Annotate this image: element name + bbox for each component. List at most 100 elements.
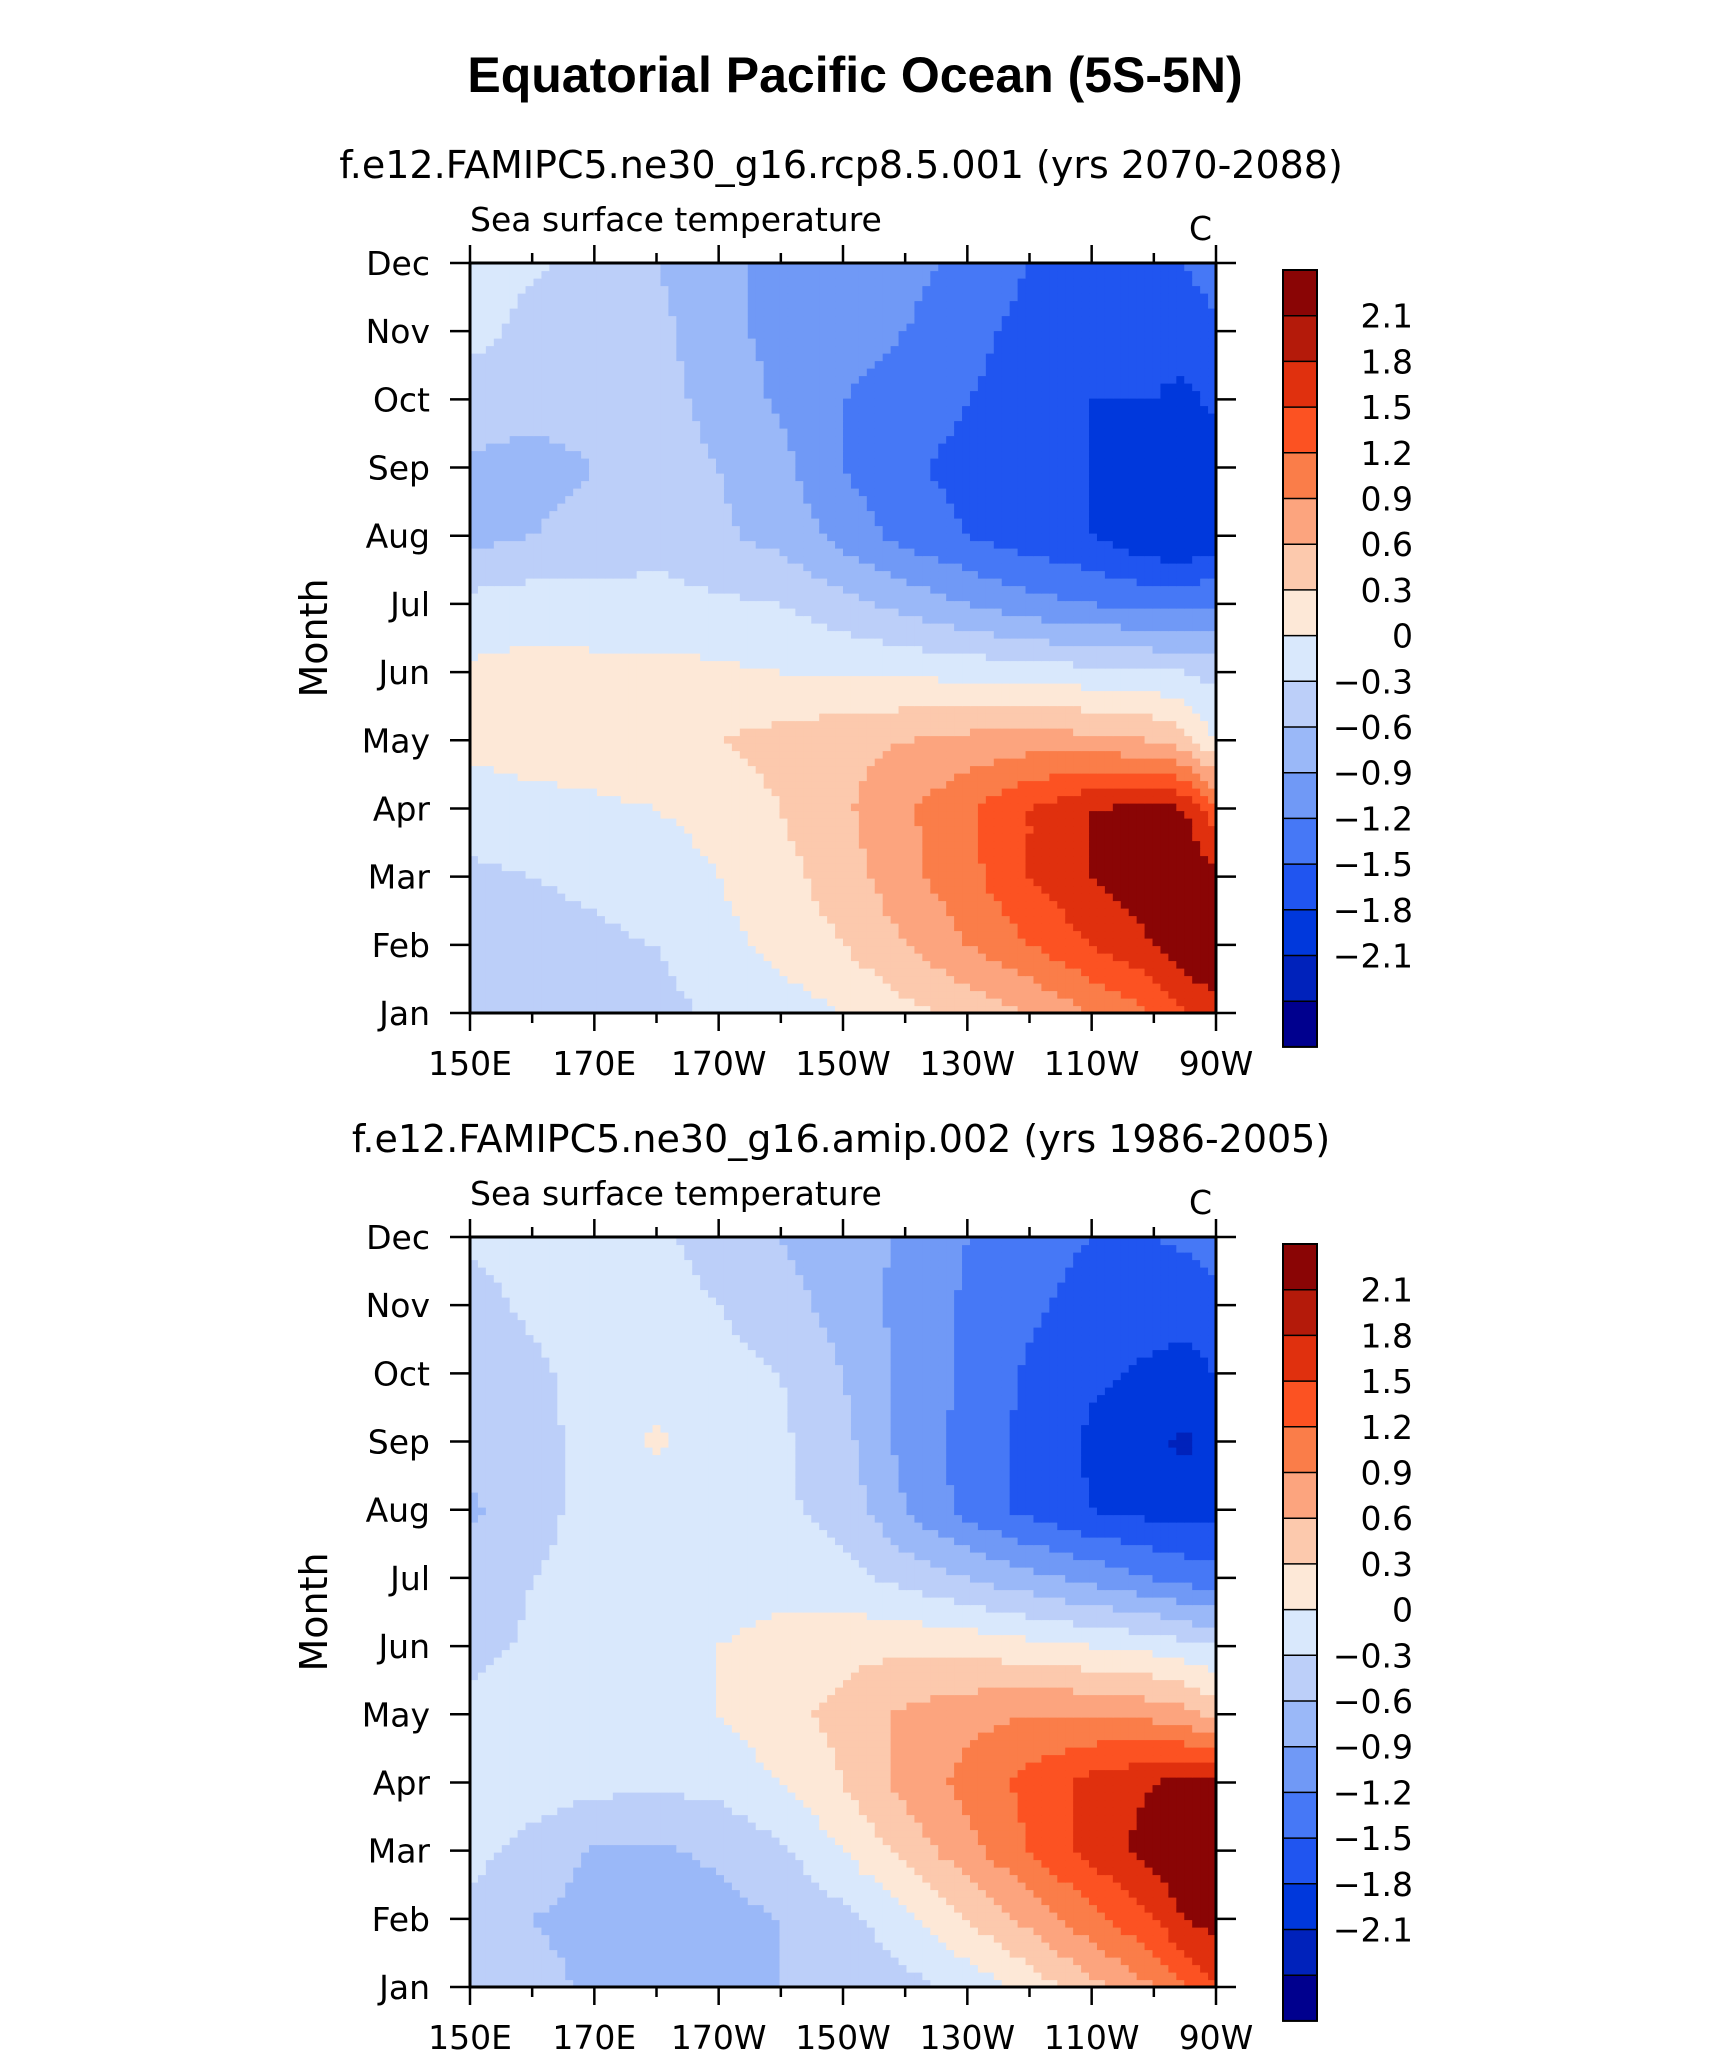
heatmap-cell <box>1176 645 1185 654</box>
heatmap-cell <box>581 653 590 662</box>
heatmap-cell <box>1017 795 1027 804</box>
heatmap-cell <box>700 780 709 789</box>
heatmap-cell <box>557 765 566 774</box>
heatmap-cell <box>596 855 606 864</box>
heatmap-cell <box>1033 848 1043 857</box>
heatmap-cell <box>954 930 963 939</box>
heatmap-cell <box>819 1005 828 1014</box>
heatmap-cell <box>628 668 638 677</box>
heatmap-cell <box>866 915 876 924</box>
heatmap-cell <box>1208 833 1217 842</box>
heatmap-cell <box>485 705 495 714</box>
heatmap-cell <box>589 698 598 707</box>
heatmap-cell <box>708 743 717 752</box>
heatmap-cell <box>541 915 550 924</box>
heatmap-cell <box>1160 960 1169 969</box>
heatmap-cell <box>898 728 908 737</box>
heatmap-cell <box>1152 960 1162 969</box>
heatmap-cell <box>1096 690 1106 699</box>
heatmap-cell <box>628 750 638 759</box>
heatmap-cell <box>1089 638 1098 647</box>
heatmap-cell <box>477 923 487 932</box>
heatmap-cell <box>692 893 701 902</box>
heatmap-cell <box>716 840 725 849</box>
heatmap-cell <box>755 855 765 864</box>
heatmap-cell <box>946 900 955 909</box>
heatmap-cell <box>969 765 979 774</box>
heatmap-cell <box>962 743 971 752</box>
heatmap-cell <box>1120 690 1130 699</box>
heatmap-cell <box>938 623 947 632</box>
heatmap-cell <box>811 975 820 984</box>
heatmap-cell <box>1065 885 1074 894</box>
heatmap-cell <box>708 975 717 984</box>
heatmap-cell <box>1208 788 1217 797</box>
heatmap-cell <box>771 773 781 782</box>
heatmap-cell <box>1168 855 1177 864</box>
heatmap-cell <box>501 855 511 864</box>
heatmap-cell <box>874 893 884 902</box>
heatmap-cell <box>723 833 733 842</box>
heatmap-cell <box>1184 750 1193 759</box>
heatmap-cell <box>716 690 725 699</box>
heatmap-cell <box>843 990 852 999</box>
heatmap-cell <box>835 653 844 662</box>
heatmap-cell <box>922 915 931 924</box>
heatmap-cell <box>692 683 701 692</box>
heatmap-cell <box>1160 998 1169 1007</box>
heatmap-cell <box>835 1005 844 1014</box>
heatmap-cell <box>589 743 598 752</box>
heatmap-cell <box>620 735 630 744</box>
heatmap-cell <box>874 855 884 864</box>
heatmap-cell <box>763 698 773 707</box>
heatmap-cell <box>1120 930 1130 939</box>
heatmap-cell <box>1033 773 1043 782</box>
heatmap-cell <box>723 998 733 1007</box>
heatmap-cell <box>557 818 566 827</box>
heatmap-cell <box>985 915 995 924</box>
heatmap-cell <box>962 915 971 924</box>
heatmap-cell <box>549 683 558 692</box>
heatmap-cell <box>1112 990 1122 999</box>
heatmap-cell <box>1168 893 1177 902</box>
heatmap-cell <box>1025 870 1035 879</box>
heatmap-cell <box>866 1005 876 1014</box>
heatmap-cell <box>549 840 558 849</box>
heatmap-cell <box>636 788 646 797</box>
heatmap-cell <box>1192 743 1201 752</box>
heatmap-cell <box>858 983 868 992</box>
heatmap-cell <box>811 923 820 932</box>
heatmap-cell <box>501 743 511 752</box>
heatmap-cell <box>628 945 638 954</box>
heatmap-cell <box>676 630 685 639</box>
heatmap-cell <box>509 720 519 729</box>
heatmap-cell <box>652 683 662 692</box>
heatmap-cell <box>573 765 582 774</box>
heatmap-cell <box>493 975 503 984</box>
heatmap-cell <box>1009 840 1019 849</box>
heatmap-cell <box>969 713 979 722</box>
heatmap-cell <box>874 765 884 774</box>
heatmap-cell <box>739 653 749 662</box>
heatmap-cell <box>874 885 884 894</box>
heatmap-cell <box>771 863 781 872</box>
heatmap-cell <box>858 780 868 789</box>
heatmap-cell <box>604 713 614 722</box>
heatmap-cell <box>517 915 527 924</box>
heatmap-cell <box>565 698 574 707</box>
heatmap-cell <box>850 908 860 917</box>
chart-panels: f.e12.FAMIPC5.ne30_g16.rcp8.5.001 (yrs 2… <box>292 143 1413 2057</box>
heatmap-cell <box>1073 998 1082 1007</box>
heatmap-cell <box>1009 653 1019 662</box>
heatmap-cell <box>501 780 511 789</box>
heatmap-cell <box>787 900 796 909</box>
heatmap-cell <box>1057 630 1066 639</box>
heatmap-cell <box>1001 630 1011 639</box>
heatmap-cell <box>541 773 550 782</box>
heatmap-cell <box>1152 720 1162 729</box>
heatmap-cell <box>1057 705 1066 714</box>
heatmap-cell <box>1089 653 1098 662</box>
heatmap-cell <box>874 825 884 834</box>
heatmap-cell <box>1057 998 1066 1007</box>
heatmap-cell <box>985 818 995 827</box>
